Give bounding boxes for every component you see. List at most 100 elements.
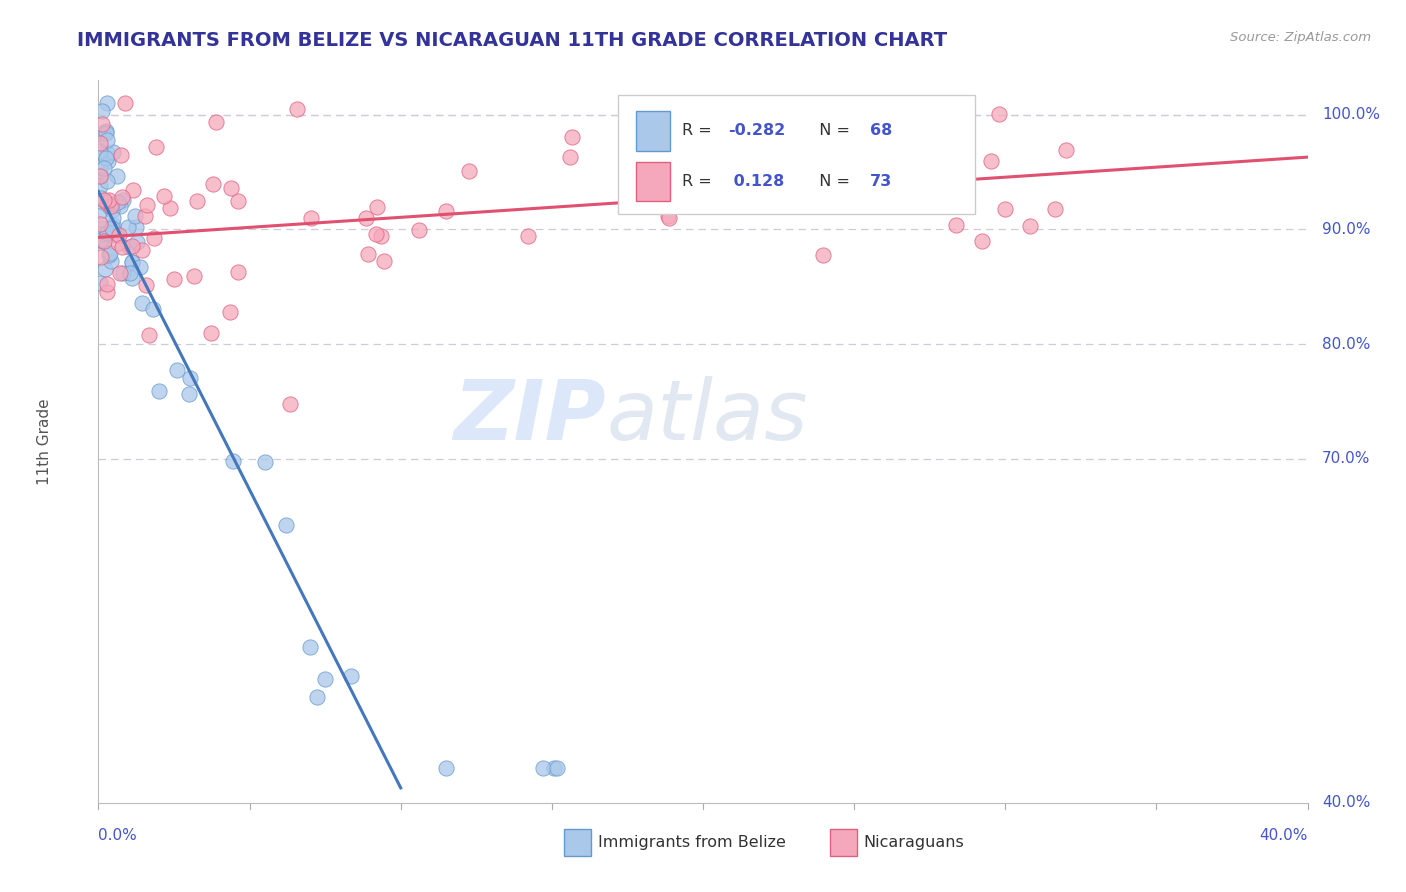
Point	[100, 220, 122, 235]
Point	[148, 384, 170, 398]
Point	[91, 234, 114, 248]
Point	[1054, 144, 1077, 158]
Point	[980, 153, 1002, 168]
Point	[844, 96, 866, 111]
Point	[658, 211, 681, 225]
Text: ZIP: ZIP	[454, 376, 606, 457]
Point	[314, 673, 336, 687]
Point	[111, 190, 134, 204]
Point	[118, 239, 141, 253]
Point	[434, 204, 457, 219]
Point	[114, 96, 136, 111]
Text: Nicaraguans: Nicaraguans	[863, 835, 965, 850]
Point	[121, 255, 143, 269]
Point	[111, 240, 134, 254]
Point	[89, 217, 111, 231]
Point	[89, 160, 111, 174]
Text: R =: R =	[682, 123, 717, 138]
Point	[179, 371, 201, 385]
Point	[811, 248, 834, 262]
Point	[131, 244, 153, 258]
Text: 68: 68	[870, 123, 893, 138]
Point	[98, 193, 121, 207]
Point	[89, 277, 111, 291]
Point	[98, 199, 121, 213]
Point	[124, 209, 146, 223]
Point	[657, 209, 679, 223]
Point	[91, 126, 114, 140]
Point	[96, 226, 118, 240]
Point	[96, 174, 118, 188]
Point	[153, 188, 176, 202]
Point	[543, 761, 565, 775]
Point	[117, 220, 139, 235]
Point	[110, 148, 132, 162]
Text: atlas: atlas	[606, 376, 808, 457]
Point	[340, 669, 363, 683]
Point	[408, 222, 430, 236]
Point	[655, 186, 678, 201]
Point	[121, 255, 143, 269]
Bar	[830, 829, 856, 856]
Point	[134, 209, 156, 223]
Point	[278, 397, 301, 411]
Point	[89, 169, 111, 183]
Point	[108, 198, 131, 212]
Point	[91, 117, 114, 131]
Point	[253, 455, 276, 469]
Point	[458, 164, 481, 178]
Text: 100.0%: 100.0%	[1322, 107, 1381, 122]
Point	[97, 153, 120, 168]
Point	[752, 112, 775, 126]
Point	[107, 235, 129, 250]
Point	[89, 136, 111, 151]
Text: 70.0%: 70.0%	[1322, 451, 1371, 467]
Point	[299, 211, 322, 225]
Point	[285, 102, 308, 116]
Point	[136, 198, 159, 212]
Point	[101, 218, 124, 232]
Point	[222, 453, 245, 467]
Point	[96, 124, 118, 138]
Bar	[637, 161, 671, 202]
Point	[101, 211, 124, 226]
Point	[101, 203, 124, 218]
Point	[90, 169, 112, 184]
Point	[179, 387, 201, 401]
Text: 0.0%: 0.0%	[98, 828, 138, 843]
Point	[89, 144, 111, 158]
Point	[307, 690, 329, 705]
Point	[108, 227, 131, 242]
Text: 40.0%: 40.0%	[1322, 796, 1371, 810]
Point	[226, 194, 249, 208]
Text: 40.0%: 40.0%	[1260, 828, 1308, 843]
Point	[91, 227, 114, 241]
Point	[204, 115, 226, 129]
Point	[1018, 219, 1040, 233]
Point	[517, 229, 540, 244]
Point	[125, 235, 148, 249]
Text: IMMIGRANTS FROM BELIZE VS NICARAGUAN 11TH GRADE CORRELATION CHART: IMMIGRANTS FROM BELIZE VS NICARAGUAN 11T…	[77, 31, 948, 50]
Point	[96, 133, 118, 147]
Point	[97, 248, 120, 262]
Point	[364, 227, 387, 241]
Point	[93, 234, 115, 248]
Point	[186, 194, 208, 209]
Text: N =: N =	[810, 123, 855, 138]
Point	[887, 117, 910, 131]
Point	[356, 211, 378, 225]
Point	[159, 202, 181, 216]
Point	[135, 278, 157, 293]
Point	[91, 221, 114, 235]
Point	[93, 194, 115, 208]
Point	[100, 198, 122, 212]
Bar	[637, 111, 671, 151]
Text: 90.0%: 90.0%	[1322, 222, 1371, 237]
Point	[145, 140, 167, 154]
Point	[112, 266, 135, 280]
Point	[166, 363, 188, 377]
Point	[636, 165, 658, 179]
Point	[162, 271, 184, 285]
Point	[138, 328, 160, 343]
Point	[988, 106, 1011, 120]
